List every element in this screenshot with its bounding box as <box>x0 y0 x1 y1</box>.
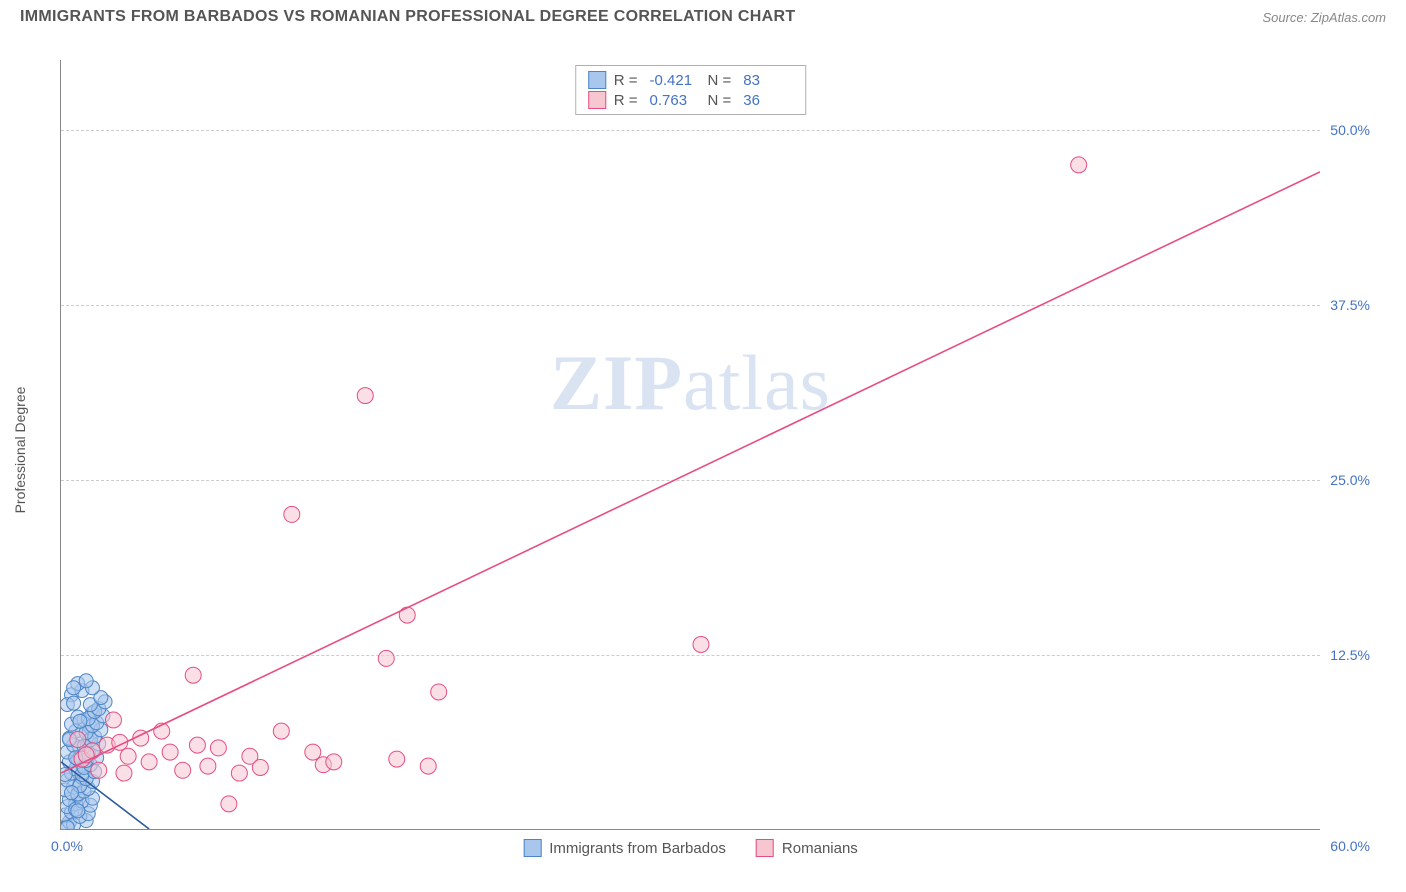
legend-n-label: N = <box>708 92 732 109</box>
legend-row: R = 0.763 N = 36 <box>588 90 794 110</box>
y-axis-label: Professional Degree <box>12 387 28 514</box>
series-legend: Immigrants from Barbados Romanians <box>523 839 858 857</box>
y-tick-label: 25.0% <box>1330 472 1370 488</box>
plot-area: ZIPatlas R = -0.421 N = 83 R = 0.763 N =… <box>60 60 1320 830</box>
y-tick-label: 37.5% <box>1330 297 1370 313</box>
legend-n-value: 36 <box>743 92 793 109</box>
source-attribution: Source: ZipAtlas.com <box>1262 10 1386 25</box>
x-axis-max-label: 60.0% <box>1330 838 1370 854</box>
legend-n-value: 83 <box>743 72 793 89</box>
y-tick-label: 12.5% <box>1330 647 1370 663</box>
legend-r-value: -0.421 <box>650 72 700 89</box>
scatter-svg <box>61 60 1320 829</box>
legend-swatch-icon <box>523 839 541 857</box>
legend-swatch-icon <box>756 839 774 857</box>
chart-container: Professional Degree ZIPatlas R = -0.421 … <box>50 50 1370 850</box>
legend-row: R = -0.421 N = 83 <box>588 70 794 90</box>
bottom-legend-item: Immigrants from Barbados <box>523 839 726 857</box>
legend-r-label: R = <box>614 72 638 89</box>
bottom-legend-label: Romanians <box>782 840 858 857</box>
legend-r-label: R = <box>614 92 638 109</box>
bottom-legend-label: Immigrants from Barbados <box>549 840 726 857</box>
legend-swatch-icon <box>588 71 606 89</box>
legend-r-value: 0.763 <box>650 92 700 109</box>
legend-swatch-icon <box>588 91 606 109</box>
legend-n-label: N = <box>708 72 732 89</box>
y-tick-label: 50.0% <box>1330 122 1370 138</box>
correlation-legend: R = -0.421 N = 83 R = 0.763 N = 36 <box>575 65 807 115</box>
x-axis-min-label: 0.0% <box>51 838 83 854</box>
bottom-legend-item: Romanians <box>756 839 858 857</box>
chart-title: IMMIGRANTS FROM BARBADOS VS ROMANIAN PRO… <box>20 8 795 26</box>
